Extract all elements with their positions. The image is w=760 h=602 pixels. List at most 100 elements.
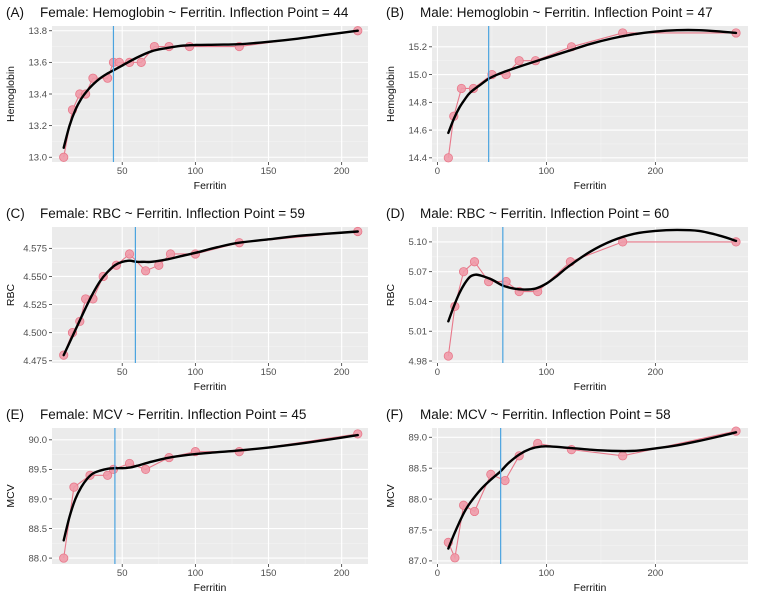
panel-title: Male: Hemoglobin ~ Ferritin. Inflection … — [420, 5, 713, 20]
panel-title: Female: MCV ~ Ferritin. Inflection Point… — [40, 407, 306, 422]
y-tick-label: 88.0 — [409, 494, 428, 505]
observed-point — [59, 553, 69, 563]
observed-point — [136, 57, 146, 67]
y-tick-label: 14.8 — [409, 98, 428, 109]
chart-panel-b: (B) Male: Hemoglobin ~ Ferritin. Inflecti… — [380, 0, 760, 200]
observed-point — [443, 351, 453, 361]
observed-point — [469, 506, 480, 517]
y-axis-label: Hemoglobin — [385, 66, 397, 122]
y-tick-label: 5.01 — [409, 327, 428, 338]
y-tick-label: 89.0 — [29, 494, 48, 505]
y-tick-label: 4.98 — [409, 356, 428, 367]
y-tick-label: 88.5 — [29, 524, 48, 535]
x-tick-label: 100 — [538, 568, 554, 579]
x-tick-label: 150 — [261, 568, 277, 579]
y-tick-label: 5.07 — [409, 267, 428, 278]
x-tick-label: 100 — [538, 367, 554, 378]
chart-panel-a: (A) Female: Hemoglobin ~ Ferritin. Inflec… — [0, 0, 380, 200]
observed-point — [59, 152, 69, 162]
panel-title: Male: RBC ~ Ferritin. Inflection Point =… — [420, 206, 669, 221]
y-tick-label: 13.2 — [29, 121, 48, 132]
y-tick-label: 4.475 — [23, 356, 47, 367]
y-tick-label: 4.500 — [23, 328, 47, 339]
chart-svg-c: (C) Female: RBC ~ Ferritin. Inflection Po… — [5, 206, 368, 393]
chart-svg-a: (A) Female: Hemoglobin ~ Ferritin. Inflec… — [5, 5, 368, 192]
y-tick-label: 4.550 — [23, 272, 47, 283]
smoothed-curve — [447, 28, 738, 135]
chart-svg-d: (D) Male: RBC ~ Ferritin. Inflection Poin… — [385, 206, 748, 393]
plot-background — [432, 26, 748, 162]
x-tick-label: 200 — [647, 166, 663, 177]
chart-svg-f: (F) Male: MCV ~ Ferritin. Inflection Poin… — [385, 407, 748, 594]
x-tick-label: 100 — [187, 367, 203, 378]
plot-background — [432, 227, 748, 363]
observed-point — [618, 451, 628, 461]
smoothed-curve — [447, 228, 738, 323]
grid-major — [432, 26, 748, 162]
observed-point — [69, 482, 79, 492]
x-tick-label: 200 — [334, 568, 350, 579]
x-tick-label: 100 — [538, 166, 554, 177]
x-axis-label: Ferritin — [194, 180, 227, 192]
x-axis-label: Ferritin — [194, 582, 227, 594]
grid-major — [52, 428, 368, 564]
grid-minor — [432, 26, 748, 162]
plot-background — [52, 227, 368, 363]
x-tick-label: 150 — [261, 166, 277, 177]
smoothed-curve — [447, 431, 738, 550]
y-tick-label: 13.0 — [29, 153, 48, 164]
x-axis-label: Ferritin — [574, 582, 607, 594]
panel-letter: (E) — [6, 407, 24, 422]
x-tick-label: 0 — [435, 568, 440, 579]
y-tick-label: 87.5 — [409, 525, 428, 536]
observed-point — [141, 266, 151, 276]
y-tick-label: 14.6 — [409, 125, 428, 136]
y-tick-label: 5.04 — [409, 297, 428, 308]
observed-point — [450, 553, 460, 563]
x-tick-label: 0 — [435, 166, 440, 177]
observed-point — [141, 464, 151, 474]
panel-title: Female: Hemoglobin ~ Ferritin. Inflectio… — [40, 5, 349, 20]
observed-point — [184, 41, 195, 52]
x-axis-label: Ferritin — [574, 180, 607, 192]
observed-point — [88, 73, 98, 83]
x-tick-label: 200 — [334, 166, 350, 177]
chart-svg-e: (E) Female: MCV ~ Ferritin. Inflection Po… — [5, 407, 368, 594]
x-tick-label: 200 — [647, 367, 663, 378]
y-tick-label: 15.0 — [409, 70, 428, 81]
grid-major — [432, 428, 748, 564]
y-tick-label: 14.4 — [409, 153, 428, 164]
observed-point — [514, 56, 524, 66]
x-axis-label: Ferritin — [574, 381, 607, 393]
y-tick-label: 15.2 — [409, 42, 428, 53]
smoothed-curve — [62, 230, 359, 357]
observed-point — [500, 475, 510, 486]
y-tick-label: 13.8 — [29, 26, 48, 37]
y-axis-label: RBC — [5, 283, 17, 306]
y-tick-label: 87.0 — [409, 556, 428, 567]
y-tick-label: 90.0 — [29, 435, 48, 446]
y-tick-label: 4.575 — [23, 244, 47, 255]
x-tick-label: 100 — [187, 568, 203, 579]
x-tick-label: 150 — [261, 367, 277, 378]
y-axis-label: MCV — [5, 484, 17, 507]
y-axis-label: Hemoglobin — [5, 66, 17, 122]
x-tick-label: 200 — [647, 568, 663, 579]
plot-background — [432, 428, 748, 564]
x-axis-label: Ferritin — [194, 381, 227, 393]
panel-title: Male: MCV ~ Ferritin. Inflection Point =… — [420, 407, 671, 422]
plot-background — [52, 428, 368, 564]
observed-point — [469, 257, 480, 267]
smoothed-curve — [62, 29, 359, 149]
observed-point — [124, 249, 135, 259]
chart-panel-f: (F) Male: MCV ~ Ferritin. Inflection Poin… — [380, 402, 760, 602]
y-tick-label: 13.6 — [29, 58, 48, 69]
y-tick-label: 5.10 — [409, 237, 428, 248]
y-axis-label: MCV — [385, 484, 397, 507]
y-tick-label: 89.5 — [29, 465, 48, 476]
chart-panel-d: (D) Male: RBC ~ Ferritin. Inflection Poin… — [380, 201, 760, 401]
panel-letter: (B) — [386, 5, 404, 20]
grid-minor — [52, 227, 368, 363]
chart-panel-c: (C) Female: RBC ~ Ferritin. Inflection Po… — [0, 201, 380, 401]
